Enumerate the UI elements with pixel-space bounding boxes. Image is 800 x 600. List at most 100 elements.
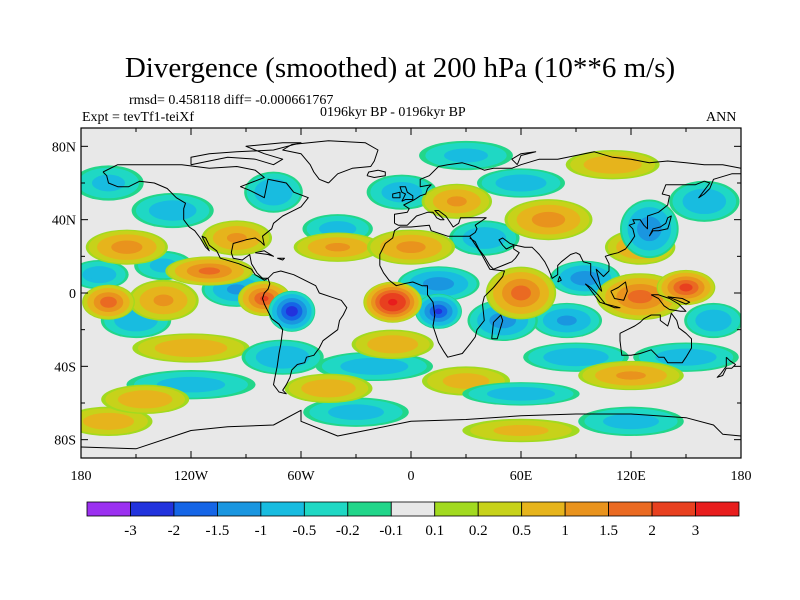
divergence-field [81, 140, 741, 443]
colorbar-label: 1 [561, 523, 569, 539]
contour-fill [288, 308, 296, 315]
colorbar-swatch [303, 501, 349, 517]
contour-fill [577, 274, 594, 283]
y-tick-label: 80S [54, 434, 76, 449]
contour-fill [153, 294, 174, 307]
colorbar-swatch [651, 501, 696, 517]
colorbar-label: 2 [648, 523, 656, 539]
colorbar-label: -0.1 [379, 523, 403, 539]
coastline-segment [610, 281, 628, 301]
coastline-segment [667, 296, 691, 305]
y-tick-label: 40S [54, 360, 76, 375]
colorbar-swatch [216, 501, 262, 517]
contour-fill [446, 196, 467, 207]
coastline-segment [605, 303, 621, 309]
contour-fill [493, 425, 549, 436]
contour-fill [313, 383, 344, 394]
colorbar-label: -3 [124, 523, 137, 539]
contour-fill [389, 300, 396, 305]
contour-fill [157, 204, 188, 217]
y-tick-label: 40N [52, 214, 76, 229]
coastline-segment [716, 356, 736, 378]
colorbar-label: -0.2 [336, 523, 360, 539]
contour-fill [124, 314, 148, 327]
y-tick-label: 0 [69, 287, 76, 302]
contour-fill [537, 214, 560, 225]
contour-fill [514, 288, 528, 298]
colorbar-label: 1.5 [599, 523, 618, 539]
chart-title: Divergence (smoothed) at 200 hPa (10**6 … [124, 52, 676, 84]
coastline-segment [491, 314, 504, 340]
colorbar-label: -1 [255, 523, 268, 539]
coastline-segment [648, 215, 672, 237]
coastline-segment [584, 283, 606, 305]
coastline-segment [190, 142, 302, 166]
contour-fill [226, 233, 247, 243]
coastline-segment [282, 140, 379, 184]
contour-fill [378, 339, 407, 350]
contour-fill [692, 194, 717, 209]
colorbar-label: -1.5 [206, 523, 230, 539]
contour-fill [260, 295, 269, 302]
contour-fill [504, 177, 538, 189]
colorbar-swatch [564, 501, 610, 517]
contour-fill [642, 222, 656, 236]
coastline-segment [394, 151, 741, 224]
colorbar-label: 0.2 [469, 523, 488, 539]
contour-fill [609, 415, 653, 428]
contour-fill [264, 185, 283, 199]
y-tick-label: 80N [52, 140, 76, 155]
colorbar-label: -2 [168, 523, 181, 539]
x-tick-label: 60W [287, 469, 315, 484]
contour-fill [270, 351, 296, 363]
coastline-segment [394, 210, 487, 237]
contour-fill [116, 242, 137, 252]
colorbar-swatch [521, 501, 566, 517]
colorbar: -3 -2 -1.5 -1 -0.5 -0.2 -0.1 0.1 0.2 0.5 1 1.5 2 3 [86, 501, 740, 539]
contour-fill [556, 315, 577, 326]
coastlines [81, 140, 741, 450]
x-tick-label: 0 [408, 469, 415, 484]
contour-fill [434, 308, 443, 315]
colorbar-swatch [390, 501, 436, 517]
contour-fill [325, 243, 350, 252]
colorbar-swatch [86, 501, 131, 517]
colorbar-label: 0.5 [512, 523, 531, 539]
contour-fill [558, 352, 594, 363]
colorbar-label: 3 [692, 523, 700, 539]
contour-fill [399, 242, 423, 252]
contour-fill [171, 343, 211, 353]
contour-fill [88, 269, 111, 281]
coastline-segment [277, 257, 285, 261]
colorbar-swatch [608, 501, 653, 517]
coastline-segment [102, 164, 309, 281]
period-label: 0196kyr BP - 0196kyr BP [320, 105, 466, 120]
coastline-segment [255, 250, 274, 257]
colorbar-swatch [477, 501, 523, 517]
colorbar-swatch [173, 501, 218, 517]
contour-fill [352, 360, 396, 372]
coastline-segment [399, 186, 414, 202]
contour-fill [681, 284, 691, 291]
coastline-segment [81, 409, 741, 450]
colorbar-swatch [130, 501, 175, 517]
coastline-segment [511, 151, 537, 166]
colorbar-swatch [260, 501, 305, 517]
colorbar-swatch [434, 501, 479, 517]
y-axis: 80N 40N 0 40S 80S [52, 140, 741, 449]
contour-fill [703, 314, 724, 327]
contour-fill [334, 406, 378, 419]
coastline-segment [379, 224, 505, 358]
colorbar-swatch [347, 501, 392, 517]
contour-fill [323, 222, 353, 235]
colorbar-label: 0.1 [425, 523, 444, 539]
x-tick-label: 120W [174, 469, 209, 484]
contour-fill [164, 378, 218, 391]
colorbar-swatch [695, 501, 740, 517]
contour-fill [92, 415, 125, 427]
contour-fill [447, 374, 485, 388]
x-tick-label: 60E [510, 469, 533, 484]
contour-fill [616, 371, 646, 380]
coastline-segment [650, 294, 687, 312]
